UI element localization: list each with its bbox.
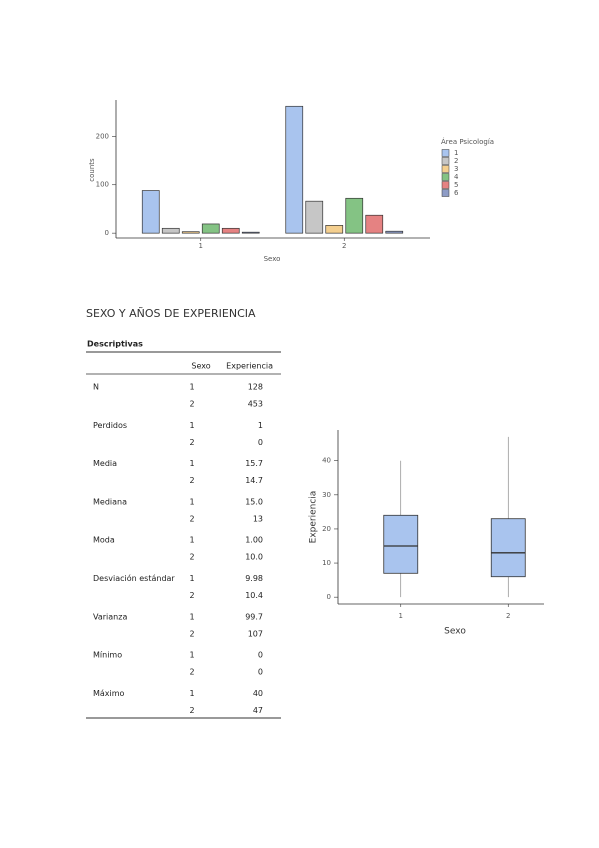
y-tick-label: 30 — [322, 491, 331, 499]
section-heading: SEXO Y AÑOS DE EXPERIENCIA — [86, 307, 256, 320]
cell: 99.7 — [245, 612, 263, 621]
cell: 40 — [253, 689, 263, 698]
cell: 1 — [189, 497, 194, 506]
legend-swatch — [441, 165, 450, 173]
x-axis-label: Sexo — [444, 627, 466, 637]
bar — [365, 214, 384, 234]
cell: 107 — [248, 629, 263, 638]
y-axis-label: counts — [88, 158, 96, 182]
cell: 0 — [258, 668, 263, 677]
bar — [385, 230, 404, 234]
y-tick-label: 40 — [322, 457, 331, 465]
x-tick-label: 2 — [342, 242, 346, 250]
bar — [161, 227, 180, 234]
legend-swatch — [441, 149, 450, 157]
cell: 1 — [189, 689, 194, 698]
cell: 13 — [253, 514, 263, 523]
y-tick-label: 20 — [322, 525, 331, 533]
cell: 128 — [248, 383, 263, 392]
legend-label: 6 — [454, 189, 459, 197]
cell: 2 — [189, 629, 194, 638]
bar — [285, 105, 304, 234]
cell: 1 — [189, 612, 194, 621]
column-header: Experiencia — [226, 362, 273, 371]
row-label: Perdidos — [93, 421, 127, 430]
box — [383, 514, 419, 574]
cell: 2 — [189, 514, 194, 523]
cell: 2 — [189, 668, 194, 677]
cell: 15.0 — [245, 497, 263, 506]
cell: 0 — [258, 438, 263, 447]
y-axis-label: Experiencia — [309, 491, 319, 544]
cell: 453 — [248, 400, 263, 409]
cell: 2 — [189, 476, 194, 485]
y-tick-label: 200 — [96, 132, 109, 140]
bar — [201, 223, 220, 234]
legend-swatch — [441, 173, 450, 181]
row-label: Varianza — [93, 612, 127, 621]
bar — [221, 227, 240, 234]
table-title: Descriptivas — [87, 340, 143, 349]
cell: 0 — [258, 651, 263, 660]
cell: 10.4 — [245, 591, 263, 600]
bar — [305, 200, 324, 234]
box — [490, 518, 526, 578]
bar — [141, 190, 160, 234]
cell: 1 — [189, 536, 194, 545]
legend-swatch — [441, 189, 450, 197]
legend-label: 5 — [454, 181, 458, 189]
cell: 2 — [189, 553, 194, 562]
legend-swatch — [441, 157, 450, 165]
x-tick-label: 1 — [199, 242, 203, 250]
cell: 1 — [189, 651, 194, 660]
legend-label: 1 — [454, 149, 458, 157]
cell: 1 — [189, 574, 194, 583]
cell: 14.7 — [245, 476, 263, 485]
cell: 2 — [189, 706, 194, 715]
cell: 2 — [189, 438, 194, 447]
y-tick-label: 100 — [96, 181, 109, 189]
cell: 2 — [189, 400, 194, 409]
x-tick-label: 2 — [506, 612, 510, 620]
cell: 1 — [258, 421, 263, 430]
y-tick-label: 0 — [105, 229, 109, 237]
cell: 1 — [189, 421, 194, 430]
cell: 1 — [189, 459, 194, 468]
legend-label: 3 — [454, 165, 458, 173]
legend-label: 4 — [454, 173, 459, 181]
bar — [181, 231, 200, 234]
cell: 1 — [189, 383, 194, 392]
row-label: Mediana — [93, 497, 127, 506]
cell: 2 — [189, 591, 194, 600]
y-tick-label: 0 — [327, 593, 331, 601]
bar — [325, 225, 344, 234]
column-header: Sexo — [191, 362, 210, 371]
cell: 1.00 — [245, 536, 263, 545]
legend-title: Área Psicología — [441, 137, 494, 146]
y-tick-label: 10 — [322, 559, 331, 567]
legend-label: 2 — [454, 157, 458, 165]
row-label: N — [93, 383, 99, 392]
x-axis-label: Sexo — [264, 255, 281, 263]
cell: 9.98 — [245, 574, 263, 583]
row-label: Mínimo — [93, 651, 122, 660]
cell: 15.7 — [245, 459, 263, 468]
x-tick-label: 1 — [399, 612, 403, 620]
legend-swatch — [441, 181, 450, 189]
bar — [345, 197, 364, 234]
row-label: Moda — [93, 536, 115, 545]
cell: 10.0 — [245, 553, 263, 562]
row-label: Desviación estándar — [93, 573, 175, 583]
row-label: Media — [93, 459, 117, 468]
bar — [241, 231, 260, 234]
row-label: Máximo — [93, 689, 125, 698]
cell: 47 — [253, 706, 263, 715]
